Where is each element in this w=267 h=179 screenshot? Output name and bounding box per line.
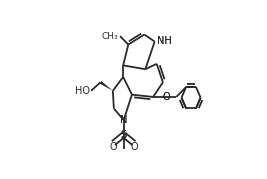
- Text: S: S: [121, 130, 127, 140]
- Text: NH: NH: [157, 36, 172, 46]
- Circle shape: [121, 117, 127, 123]
- Text: O: O: [130, 142, 138, 152]
- Circle shape: [163, 94, 170, 100]
- Polygon shape: [100, 81, 113, 91]
- Text: N: N: [120, 115, 127, 125]
- Circle shape: [121, 132, 127, 138]
- Text: CH₃: CH₃: [102, 32, 119, 41]
- Text: N: N: [120, 115, 127, 125]
- Text: O: O: [109, 142, 117, 152]
- Text: O: O: [163, 92, 170, 102]
- Text: NH: NH: [157, 36, 172, 46]
- Text: O: O: [163, 92, 170, 102]
- Text: HO: HO: [74, 86, 90, 96]
- Circle shape: [154, 38, 160, 44]
- Text: S: S: [121, 130, 127, 140]
